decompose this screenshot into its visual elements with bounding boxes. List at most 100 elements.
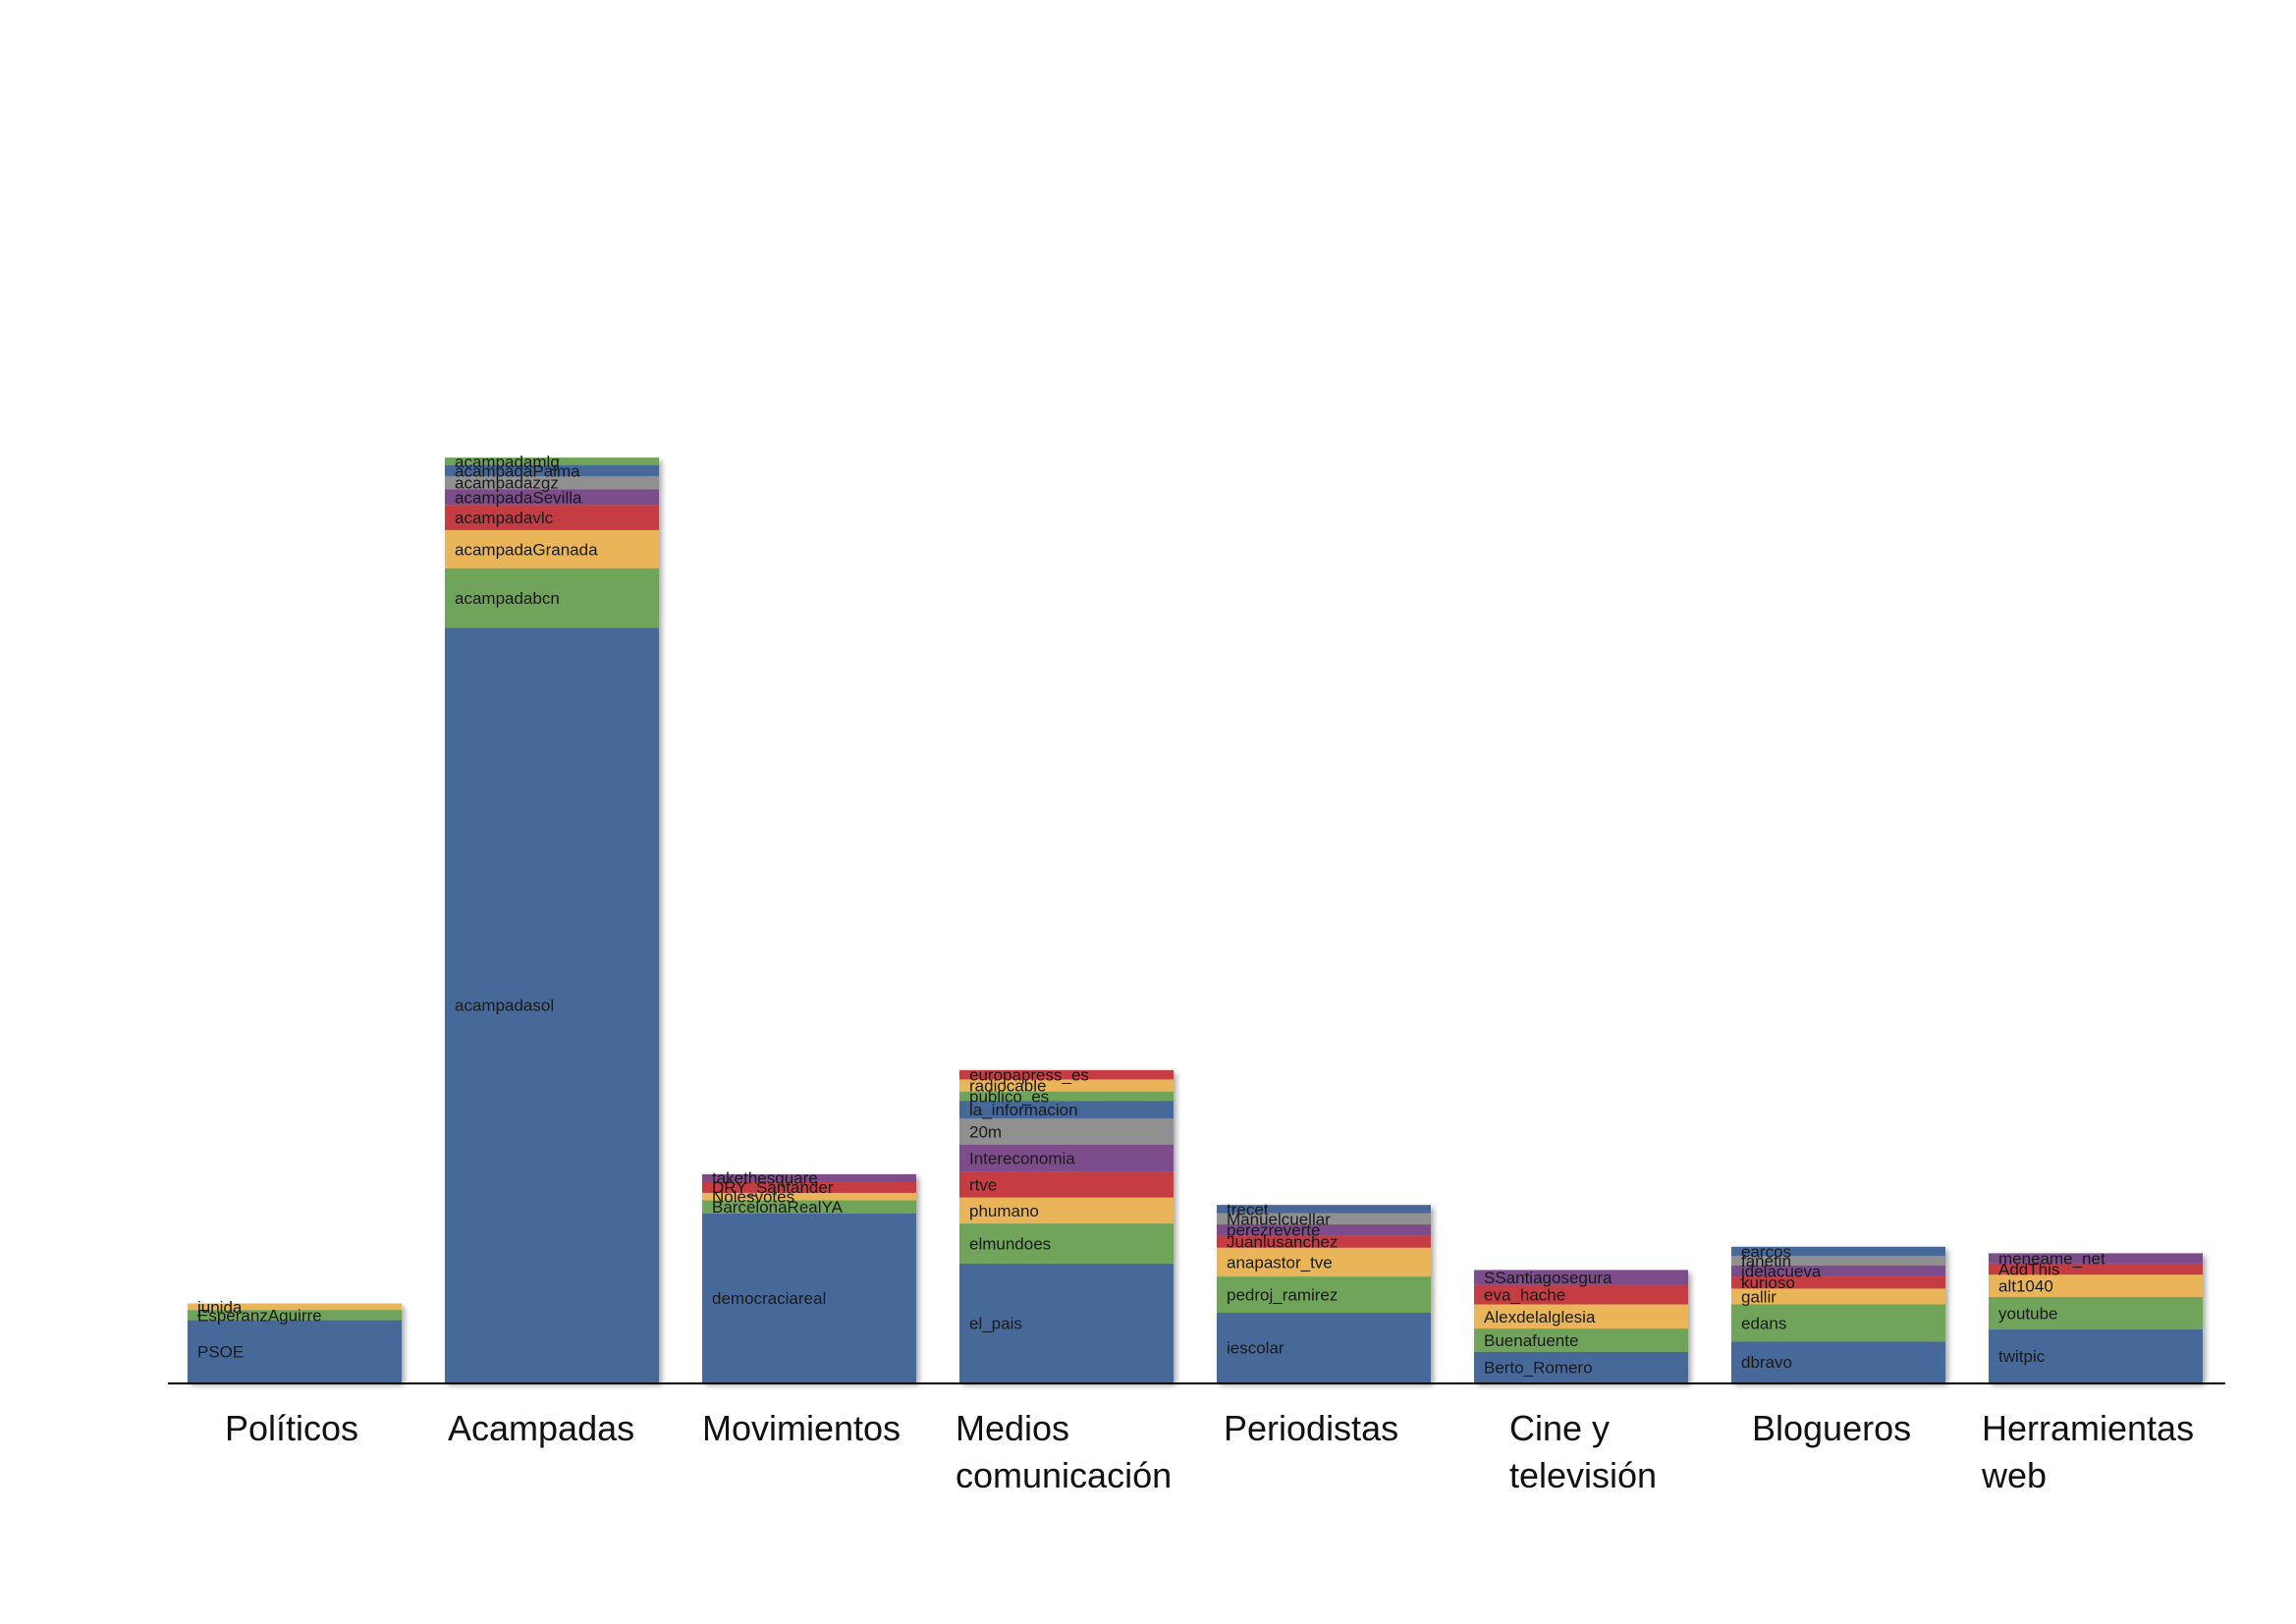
bar-segment-acampadasol — [445, 627, 659, 1382]
segment-label-iescolar: iescolar — [1227, 1338, 1285, 1357]
bar-group-politicos — [188, 1303, 402, 1382]
bar-segment-intereconomia — [959, 1144, 1174, 1172]
segment-label-democraciareal: democraciareal — [712, 1289, 826, 1308]
segment-label-publico-es: publico_es — [969, 1087, 1049, 1106]
bar-group-movimientos — [702, 1173, 916, 1382]
bar-segment-kurioso — [1731, 1276, 1945, 1289]
category-label-medios-comunicacion: Medios comunicación — [956, 1408, 1172, 1495]
segment-labels-cine-y-television: Berto_Romero Buenafuente Alexdelalglesia ev… — [1484, 1269, 1613, 1377]
bar-segment-europapress-es — [959, 1069, 1174, 1080]
category-label-line: Movimientos — [702, 1408, 901, 1448]
segment-label-intereconomia: Intereconomia — [969, 1149, 1075, 1167]
segment-label-alexdelalglesia: Alexdelalglesia — [1484, 1308, 1596, 1326]
segment-label-juanlusanchez: Juanlusanchez — [1227, 1233, 1338, 1252]
bar-segment-elmundoes — [959, 1223, 1174, 1264]
bar-segment-pedroj-ramirez — [1217, 1276, 1431, 1313]
bar-segment-acampadapalma — [445, 464, 659, 476]
bar-segment-dbravo — [1731, 1341, 1945, 1382]
category-label-line: comunicación — [956, 1455, 1172, 1495]
bar-segment-manuelcuellar — [1217, 1213, 1431, 1225]
bar-segment-ssantiagosegura — [1474, 1270, 1688, 1285]
bar-segment-juanlusanchez — [1217, 1235, 1431, 1248]
segment-label-buenafuente: Buenafuente — [1484, 1331, 1578, 1350]
bar-segment-20m — [959, 1118, 1174, 1145]
bar-segment-buenafuente — [1474, 1328, 1688, 1352]
segment-label-elmundoes: elmundoes — [969, 1234, 1051, 1253]
segment-label-gallir: gallir — [1741, 1287, 1777, 1306]
category-label-movimientos: Movimientos — [702, 1408, 901, 1448]
segment-label-junida: junida — [196, 1298, 243, 1317]
bar-segment-psoe — [188, 1320, 402, 1382]
bar-segment-takethesquare — [702, 1173, 916, 1182]
segment-label-pedroj-ramirez: pedroj_ramirez — [1227, 1286, 1338, 1305]
bar-segment-rtve — [959, 1171, 1174, 1198]
bar-segment-acampadasevilla — [445, 489, 659, 506]
bar-segment-el-pais — [959, 1263, 1174, 1382]
bar-segment-acampadavlc — [445, 505, 659, 530]
bar-segment-acampadagranada — [445, 529, 659, 568]
segment-label-psoe: PSOE — [197, 1342, 244, 1361]
segment-label-esperanzaguirre: EsperanzAguirre — [197, 1306, 322, 1325]
bar-group-periodistas — [1217, 1205, 1431, 1382]
category-labels: Políticos Acampadas Movimientos Medios comun… — [225, 1408, 2194, 1495]
segment-label-eva-hache: eva_hache — [1484, 1286, 1565, 1305]
segment-label-el-pais: el_pais — [969, 1314, 1022, 1332]
bar-segment-junida — [188, 1303, 402, 1311]
segment-label-edans: edans — [1741, 1314, 1786, 1332]
bar-segment-earcos — [1731, 1246, 1945, 1257]
bar-group-acampadas — [445, 458, 659, 1382]
segment-label-fanetin: fanetin — [1741, 1252, 1791, 1271]
segment-label-dry-santander: DRY_Santander — [712, 1178, 834, 1197]
bar-segment-acampadamlg — [445, 458, 659, 465]
segment-label-addthis: AddThis — [1998, 1261, 2059, 1279]
segment-label-takethesquare: takethesquare — [712, 1169, 818, 1188]
bar-segment-radiocable — [959, 1079, 1174, 1092]
segment-label-anapastor-tve: anapastor_tve — [1227, 1253, 1333, 1272]
segment-label-20m: 20m — [969, 1122, 1002, 1141]
segment-label-acampadagranada: acampadaGranada — [455, 540, 598, 559]
segment-label-alt1040: alt1040 — [1998, 1277, 2053, 1296]
segment-label-acampadasevilla: acampadaSevilla — [455, 488, 582, 507]
bar-segment-acampadabcn — [445, 568, 659, 628]
bar-segment-perezreverte — [1217, 1224, 1431, 1236]
category-label-politicos: Políticos — [225, 1408, 358, 1448]
bar-segment-berto-romero — [1474, 1351, 1688, 1382]
bar-segment-gallir — [1731, 1288, 1945, 1305]
segment-label-la-informacion: la_informacion — [969, 1101, 1078, 1119]
bar-segment-la-informacion — [959, 1101, 1174, 1119]
category-label-line: Periodistas — [1224, 1408, 1398, 1448]
bar-segment-alexdelalglesia — [1474, 1304, 1688, 1329]
segment-label-youtube: youtube — [1998, 1304, 2058, 1323]
bar-segment-iescolar — [1217, 1312, 1431, 1382]
segment-label-acampadabcn: acampadabcn — [455, 589, 560, 608]
bar-segment-jdelacueva — [1731, 1265, 1945, 1277]
segment-label-acampadavlc: acampadavlc — [455, 509, 554, 527]
bar-segment-meneame-net — [1989, 1253, 2203, 1264]
bar-segment-fanetin — [1731, 1256, 1945, 1266]
bar-group-blogueros — [1731, 1246, 1945, 1382]
segment-labels-blogueros: dbravo edans gallirkuriosojdelacuevafaneti… — [1740, 1243, 1822, 1373]
bar-segment-dry-santander — [702, 1181, 916, 1193]
segment-label-rtve: rtve — [969, 1175, 997, 1194]
category-label-cine-y-television: Cine y televisión — [1509, 1408, 1657, 1495]
segment-label-jdelacueva: jdelacueva — [1740, 1262, 1822, 1280]
bar-segment-youtube — [1989, 1296, 2203, 1330]
bar-segment-edans — [1731, 1304, 1945, 1342]
segment-label-phumano: phumano — [969, 1202, 1039, 1220]
category-label-line: Acampadas — [448, 1408, 634, 1448]
segment-label-radiocable: radiocable — [969, 1077, 1046, 1096]
segment-label-berto-romero: Berto_Romero — [1484, 1358, 1593, 1377]
segment-label-earcos: earcos — [1741, 1243, 1791, 1262]
segment-label-perezreverte: perezreverte — [1227, 1221, 1320, 1240]
segment-label-twitpic: twitpic — [1998, 1347, 2046, 1366]
segment-label-acampadasol: acampadasol — [455, 997, 554, 1015]
segment-labels-movimientos: democraciareal BarcelonaRealYANolesvotesD… — [712, 1169, 844, 1308]
segment-label-ssantiagosegura: SSantiagosegura — [1484, 1269, 1613, 1287]
bar-segment-twitpic — [1989, 1329, 2203, 1382]
segment-label-acampadazgz: acampadazgz — [455, 474, 559, 493]
segment-label-dbravo: dbravo — [1741, 1353, 1792, 1372]
category-label-line: Blogueros — [1752, 1408, 1911, 1448]
bar-segment-democraciareal — [702, 1213, 916, 1382]
